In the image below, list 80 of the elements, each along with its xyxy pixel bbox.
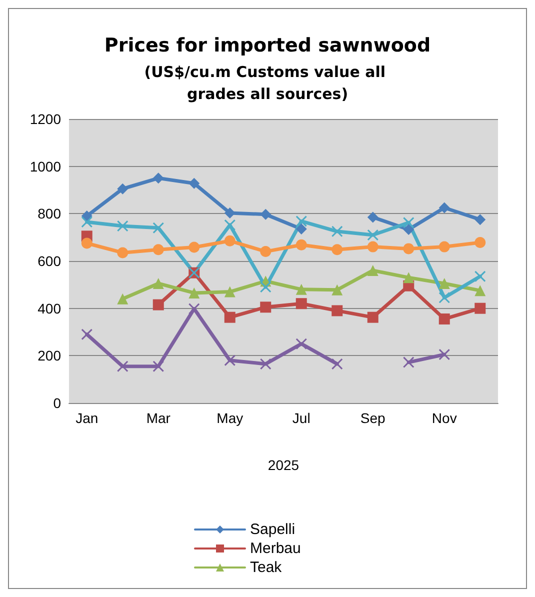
y-tick-label: 400: [38, 300, 62, 316]
point: [117, 220, 128, 232]
point: [367, 241, 378, 252]
point: [224, 207, 236, 218]
point: [474, 237, 486, 248]
point: [403, 224, 414, 236]
x-axis-title: 2025: [268, 457, 300, 473]
x-tick-label: Sep: [360, 410, 386, 426]
point: [260, 302, 272, 313]
point: [152, 360, 164, 372]
y-tick-label: 200: [38, 348, 62, 364]
point: [403, 217, 414, 228]
point: [117, 293, 128, 304]
legend-label: Sapelli: [250, 521, 296, 538]
point: [188, 287, 200, 298]
point: [438, 348, 450, 360]
point: [81, 238, 92, 249]
point: [474, 214, 486, 226]
y-tick-label: 800: [38, 206, 62, 222]
point: [117, 183, 128, 194]
point: [296, 338, 307, 350]
point: [438, 278, 450, 289]
point: [438, 241, 450, 252]
point: [152, 278, 164, 289]
chart-subtitle: (US$/cu.m Customs value all grades all sources): [144, 63, 391, 103]
point: [188, 242, 200, 253]
point: [152, 172, 164, 184]
point: [260, 358, 272, 370]
chart-title: Prices for imported sawnwood: [104, 34, 431, 56]
point: [224, 220, 236, 231]
point: [152, 244, 164, 256]
legend-label: Teak: [250, 559, 282, 576]
point: [224, 354, 236, 366]
point: [152, 299, 164, 310]
point: [367, 229, 378, 240]
point: [403, 243, 414, 254]
point: [403, 272, 414, 284]
point: [260, 282, 272, 293]
point: [296, 216, 307, 227]
point: [296, 224, 307, 235]
point: [332, 358, 343, 370]
point: [332, 284, 343, 296]
point: [474, 270, 486, 282]
point: [438, 313, 450, 324]
point: [117, 360, 128, 372]
x-tick-label: Jan: [76, 410, 98, 426]
point: [403, 356, 414, 368]
x-tick-label: Nov: [432, 410, 457, 426]
y-tick-label: 1200: [30, 111, 62, 127]
point: [188, 178, 200, 189]
y-tick-label: 600: [38, 253, 62, 269]
point: [260, 246, 272, 258]
point: [367, 312, 378, 323]
point: [332, 244, 343, 256]
point: [438, 202, 450, 214]
point: [474, 285, 486, 296]
x-tick-label: May: [216, 410, 244, 426]
point: [438, 292, 450, 304]
point: [367, 264, 378, 276]
point: [332, 305, 343, 316]
point: [117, 247, 128, 258]
point: [474, 302, 486, 314]
point: [296, 298, 307, 310]
point: [296, 284, 307, 295]
point: [296, 239, 307, 250]
y-tick-label: 1000: [30, 158, 62, 174]
point: [188, 303, 200, 314]
point: [81, 216, 92, 228]
legend-label: Merbau: [250, 540, 301, 557]
point: [260, 208, 272, 220]
point: [152, 222, 164, 234]
point: [332, 226, 343, 237]
x-tick-label: Jul: [292, 410, 310, 426]
x-tick-label: Mar: [146, 410, 171, 426]
point: [224, 235, 236, 246]
point: [81, 328, 92, 340]
y-tick-label: 0: [53, 395, 62, 411]
point: [367, 212, 378, 223]
point: [224, 312, 236, 323]
point: [224, 286, 236, 298]
